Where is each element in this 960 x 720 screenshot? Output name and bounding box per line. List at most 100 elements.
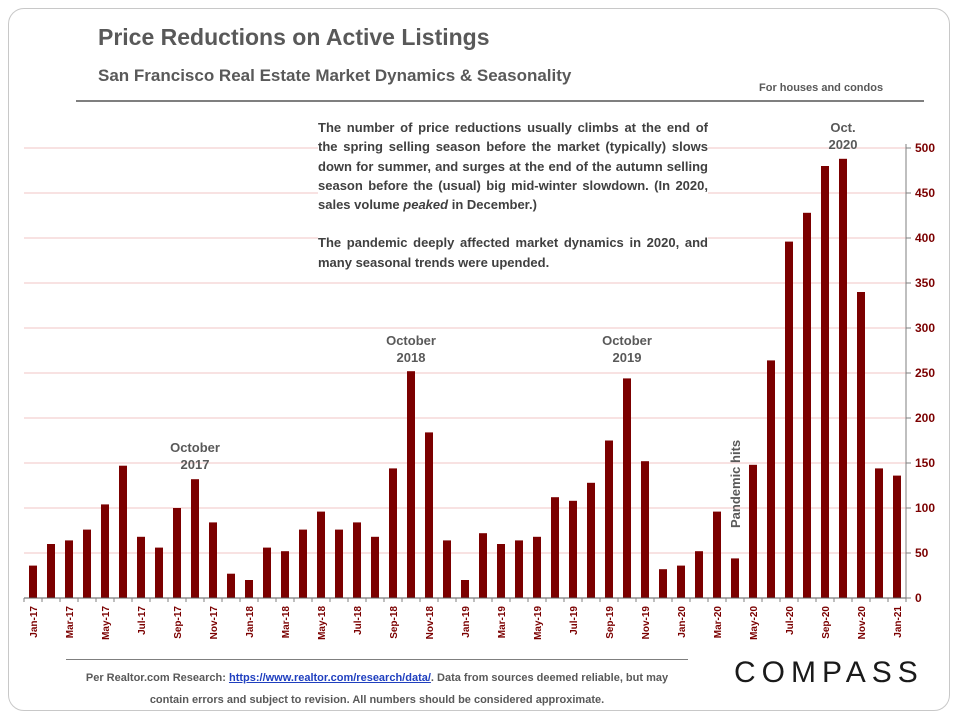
bar-Jun-17 xyxy=(119,465,127,598)
x-tick-label: Jul-20 xyxy=(785,606,796,635)
bar-Dec-20 xyxy=(875,468,883,598)
x-tick-label: Nov-18 xyxy=(425,606,436,640)
bar-Oct-19 xyxy=(623,378,631,598)
x-tick-label: Mar-18 xyxy=(281,606,292,639)
source-footer: Per Realtor.com Research: https://www.re… xyxy=(66,667,688,711)
y-tick-label: 50 xyxy=(915,546,929,560)
bar-Jan-17 xyxy=(29,565,37,598)
x-tick-label: Jul-18 xyxy=(353,606,364,635)
bar-Jun-20 xyxy=(767,360,775,598)
bar-Oct-17 xyxy=(191,479,199,598)
callout-oct2020: 2020 xyxy=(829,137,858,152)
commentary-text: The number of price reductions usually c… xyxy=(318,120,708,213)
commentary-paragraph-2: The pandemic deeply affected market dyna… xyxy=(318,235,708,270)
commentary-paragraph-1: The number of price reductions usually c… xyxy=(318,118,708,214)
bar-Mar-19 xyxy=(497,544,505,598)
x-tick-label: May-17 xyxy=(101,606,112,640)
axes: 0 50 100 150 200 250 300 350 400 450 500 Jan-17 Mar-… xyxy=(23,141,935,640)
bar-Mar-17 xyxy=(65,540,73,598)
bar-Aug-17 xyxy=(155,547,163,598)
bar-Sep-19 xyxy=(605,440,613,598)
page-title: Price Reductions on Active Listings xyxy=(98,24,490,50)
bar-Nov-18 xyxy=(425,432,433,598)
callouts: October 2017 October 2018 October 2019 Oct. 202… xyxy=(170,120,857,528)
callout-oct2020: Oct. xyxy=(830,120,855,135)
bar-Aug-20 xyxy=(803,212,811,599)
x-tick-label: Mar-19 xyxy=(497,606,508,639)
bar-Dec-18 xyxy=(443,540,451,598)
y-tick-label: 250 xyxy=(915,366,935,380)
bar-Apr-18 xyxy=(299,529,307,598)
bar-Apr-20 xyxy=(731,558,739,598)
x-tick-label: Sep-19 xyxy=(605,606,616,639)
footer-divider xyxy=(66,659,688,660)
bar-Jul-18 xyxy=(353,522,361,598)
bar-Mar-20 xyxy=(713,511,721,598)
x-tick-label: Nov-20 xyxy=(857,606,868,640)
x-tick-label: Nov-19 xyxy=(641,606,652,640)
bar-Jan-18 xyxy=(245,580,253,598)
x-tick-label: Mar-20 xyxy=(713,606,724,639)
callout-pandemic: Pandemic hits xyxy=(728,440,743,528)
bar-Feb-18 xyxy=(263,547,271,598)
bar-Jul-20 xyxy=(785,241,793,598)
source-disclaimer: . Data from sources deemed reliable, but… xyxy=(149,672,669,706)
commentary-box: The number of price reductions usually c… xyxy=(318,118,708,273)
bar-Dec-19 xyxy=(659,569,667,598)
bar-Aug-19 xyxy=(587,482,595,598)
bar-Jan-21 xyxy=(893,475,901,598)
commentary-text-end: in December.) xyxy=(448,197,537,213)
callout-oct2017: 2017 xyxy=(181,457,210,472)
x-tick-label: Jan-20 xyxy=(677,606,688,638)
bars xyxy=(29,158,901,599)
compass-logo: COMPASS xyxy=(734,656,924,689)
x-tick-label: Jan-18 xyxy=(245,606,256,638)
callout-oct2018: October xyxy=(386,333,436,348)
y-tick-label: 0 xyxy=(915,591,922,605)
commentary-emphasis: peaked xyxy=(403,197,449,213)
bar-Jan-20 xyxy=(677,565,685,598)
x-tick-label: Nov-17 xyxy=(209,606,220,640)
bar-Feb-20 xyxy=(695,551,703,598)
bar-Feb-17 xyxy=(47,544,55,598)
bar-Apr-19 xyxy=(515,540,523,598)
y-tick-label: 300 xyxy=(915,321,935,335)
chart-frame xyxy=(8,8,950,711)
scope-note: For houses and condos xyxy=(759,82,884,94)
x-tick-label: Jul-17 xyxy=(137,606,148,635)
x-tick-label: Jan-19 xyxy=(461,606,472,638)
bar-Sep-20 xyxy=(821,166,829,598)
x-tick-label: Mar-17 xyxy=(65,606,76,639)
bar-Jan-19 xyxy=(461,580,469,598)
callout-oct2017: October xyxy=(170,440,220,455)
y-tick-label: 200 xyxy=(915,411,935,425)
callout-oct2019: 2019 xyxy=(613,350,642,365)
x-tick-label: Jul-19 xyxy=(569,606,580,635)
x-tick-label: May-18 xyxy=(317,606,328,640)
bar-Apr-17 xyxy=(83,529,91,598)
bar-May-18 xyxy=(317,511,325,598)
source-prefix: Per Realtor.com Research: xyxy=(85,672,229,684)
bar-Jun-19 xyxy=(551,497,559,598)
bar-May-20 xyxy=(749,464,757,598)
callout-oct2018: 2018 xyxy=(397,350,426,365)
bar-Mar-18 xyxy=(281,551,289,598)
bar-Jul-17 xyxy=(137,536,145,598)
y-tick-label: 150 xyxy=(915,456,935,470)
x-tick-label: Sep-17 xyxy=(173,606,184,639)
x-tick-label: Sep-20 xyxy=(821,606,832,639)
bar-Aug-18 xyxy=(371,536,379,598)
bar-May-17 xyxy=(101,504,109,598)
x-tick-label: May-19 xyxy=(533,606,544,640)
bar-Oct-20 xyxy=(839,158,847,599)
bar-Jul-19 xyxy=(569,500,577,598)
y-tick-label: 450 xyxy=(915,186,935,200)
bar-Sep-17 xyxy=(173,508,181,598)
bar-Sep-18 xyxy=(389,468,397,598)
bar-Nov-19 xyxy=(641,461,649,598)
source-link[interactable]: https://www.realtor.com/research/data/ xyxy=(228,672,431,684)
bar-May-19 xyxy=(533,536,541,598)
y-tick-label: 400 xyxy=(915,231,935,245)
header-divider xyxy=(76,100,924,102)
